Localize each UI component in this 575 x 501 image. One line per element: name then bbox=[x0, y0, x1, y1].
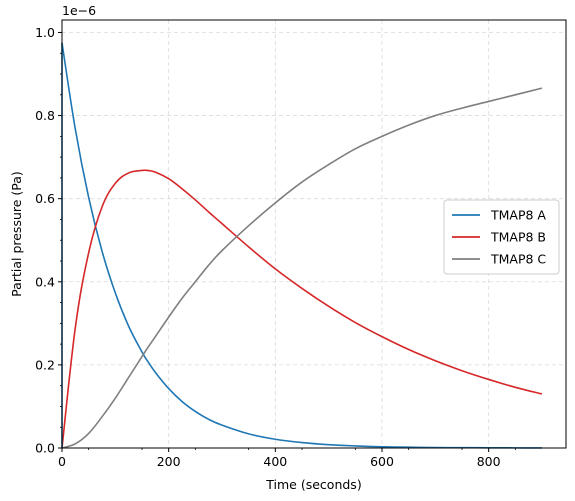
y-tick-label: 0.6 bbox=[35, 191, 55, 206]
x-tick-label: 0 bbox=[58, 454, 66, 469]
x-axis-label: Time (seconds) bbox=[265, 477, 361, 492]
tick-layer: 0 200 400 600 800 0.0 0.2 0.4 0.6 0.8 1.0 bbox=[35, 25, 516, 469]
y-tick-label: 0.2 bbox=[35, 357, 55, 372]
y-tick-label: 1.0 bbox=[35, 25, 55, 40]
legend-label-tmap8-b: TMAP8 B bbox=[490, 230, 546, 245]
x-tick-label: 800 bbox=[477, 454, 501, 469]
legend: TMAP8 A TMAP8 B TMAP8 C bbox=[443, 199, 560, 275]
series-line-tmap8-b bbox=[61, 169, 543, 449]
legend-label-tmap8-a: TMAP8 A bbox=[490, 208, 546, 223]
y-axis-label: Partial pressure (Pa) bbox=[9, 171, 24, 297]
legend-box bbox=[443, 199, 560, 275]
y-tick-label: 0.8 bbox=[35, 108, 55, 123]
x-tick-label: 400 bbox=[263, 454, 287, 469]
y-tick-label: 0.0 bbox=[35, 441, 55, 456]
plot-frame bbox=[61, 19, 567, 449]
x-tick-label: 200 bbox=[157, 454, 181, 469]
x-tick-label: 600 bbox=[370, 454, 394, 469]
y-offset-text: 1e−6 bbox=[62, 3, 96, 18]
legend-label-tmap8-c: TMAP8 C bbox=[490, 252, 546, 267]
series-line-tmap8-c bbox=[61, 87, 543, 449]
y-tick-label: 0.4 bbox=[35, 274, 55, 289]
